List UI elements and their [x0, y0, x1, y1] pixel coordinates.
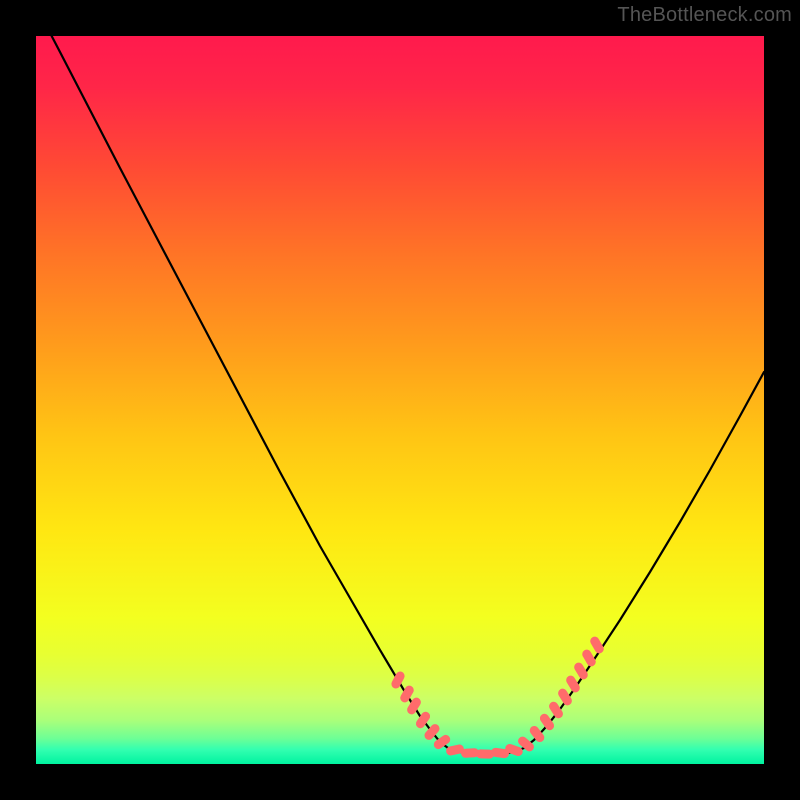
bottleneck-chart-svg	[0, 0, 800, 800]
chart-background-gradient	[36, 36, 764, 764]
chart-frame: TheBottleneck.com	[0, 0, 800, 800]
watermark-text: TheBottleneck.com	[617, 4, 792, 27]
